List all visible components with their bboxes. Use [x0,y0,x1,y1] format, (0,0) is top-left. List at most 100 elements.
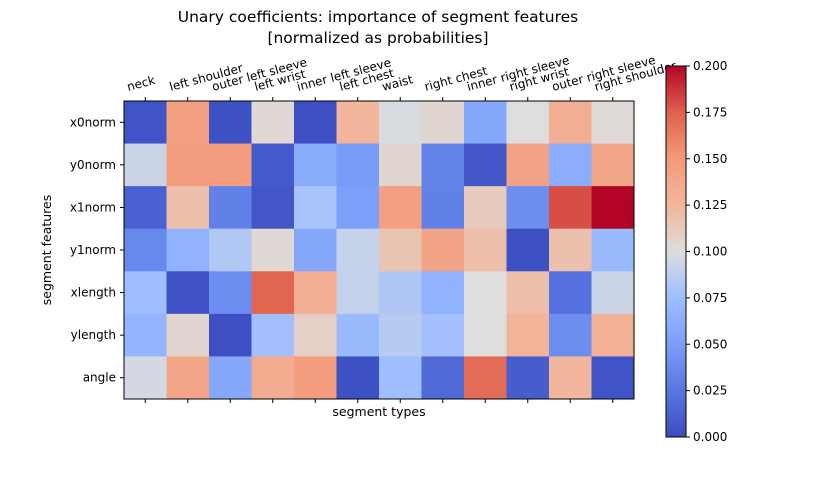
heatmap-cell [464,228,507,272]
colorbar-tick-label: 0.100 [693,245,727,259]
heatmap-cell [506,101,550,144]
heatmap-cell [124,101,167,144]
heatmap-cell [251,186,295,230]
heatmap-cell [294,101,337,144]
heatmap-cell [124,143,167,187]
heatmap-cells [124,101,635,400]
heatmap-cell [294,271,337,315]
heatmap-cell [251,143,295,187]
heatmap-cell [506,271,550,315]
heatmap-cell [506,228,550,272]
colorbar-tick-label: 0.200 [693,59,727,73]
heatmap-cell [209,271,252,315]
heatmap-cell [336,101,380,144]
y-tick-label: xlength [71,286,116,300]
heatmap-cell [591,313,635,357]
heatmap-cell [251,228,295,272]
colorbar-tick-label: 0.000 [693,430,727,444]
heatmap-cell [591,228,635,272]
heatmap-cell [124,228,167,272]
heatmap-cell [294,186,337,230]
heatmap-cell [251,313,295,357]
heatmap-cell [591,143,635,187]
heatmap-cell [506,186,550,230]
heatmap-cell [336,356,380,400]
heatmap-cell [209,143,252,187]
heatmap-cell [166,228,210,272]
heatmap-cell [591,356,635,400]
heatmap-cell [421,101,465,144]
y-tick-label: ylength [71,328,116,342]
heatmap-cell [336,228,380,272]
heatmap-cell [421,313,465,357]
heatmap-cell [124,313,167,357]
heatmap-cell [294,356,337,400]
heatmap-cell [464,356,507,400]
y-tick-label: y0norm [70,158,116,172]
heatmap-cell [464,313,507,357]
colorbar-tick-label: 0.175 [693,105,727,119]
heatmap-cell [379,143,422,187]
heatmap-cell [209,313,252,357]
heatmap-cell [166,186,210,230]
heatmap-cell [336,313,380,357]
heatmap-cell [379,186,422,230]
heatmap-cell [591,271,635,315]
heatmap-cell [421,271,465,315]
heatmap-cell [549,228,592,272]
heatmap-cell [379,313,422,357]
heatmap-cell [294,228,337,272]
y-tick-label: angle [83,371,116,385]
heatmap-cell [464,271,507,315]
x-axis-label: segment types [332,404,425,419]
heatmap-cell [379,356,422,400]
heatmap-cell [591,101,635,144]
heatmap-cell [251,356,295,400]
heatmap-cell [549,143,592,187]
y-ticks: x0norm y0norm x1norm y1norm xlength ylength an… [70,115,124,385]
heatmap-cell [336,186,380,230]
y-tick-label: x0norm [70,115,116,129]
heatmap-cell [421,143,465,187]
heatmap-cell [549,271,592,315]
chart-subtitle: [normalized as probabilities] [267,29,488,47]
heatmap-cell [209,101,252,144]
heatmap-cell [506,356,550,400]
colorbar-tick-label: 0.050 [693,337,727,351]
heatmap-cell [549,101,592,144]
x-tick-label: neck [125,73,156,94]
heatmap-cell [166,356,210,400]
heatmap-cell [379,271,422,315]
colorbar-tick-label: 0.025 [693,384,727,398]
heatmap-cell [294,143,337,187]
heatmap-cell [464,101,507,144]
colorbar-tick-label: 0.125 [693,198,727,212]
heatmap-cell [124,186,167,230]
heatmap-cell [464,186,507,230]
y-tick-label: x1norm [70,200,116,214]
heatmap-cell [251,101,295,144]
heatmap-cell [464,143,507,187]
y-tick-label: y1norm [70,243,116,257]
heatmap-cell [166,101,210,144]
heatmap-cell [209,228,252,272]
heatmap-cell [421,228,465,272]
heatmap-cell [549,356,592,400]
colorbar-ticks: 0.000 0.025 0.050 0.075 0.100 0.125 0.150 0.175… [686,59,727,444]
heatmap-cell [549,313,592,357]
chart-title: Unary coefficients: importance of segmen… [178,8,578,26]
y-axis-label: segment features [39,195,54,305]
heatmap-cell [209,356,252,400]
heatmap-cell [379,101,422,144]
heatmap-cell [166,143,210,187]
heatmap-cell [294,313,337,357]
heatmap-cell [421,186,465,230]
heatmap-cell [549,186,592,230]
heatmap-cell [336,271,380,315]
heatmap-cell [421,356,465,400]
heatmap-cell [379,228,422,272]
heatmap-cell [591,186,635,230]
colorbar-tick-label: 0.150 [693,152,727,166]
heatmap-cell [124,356,167,400]
